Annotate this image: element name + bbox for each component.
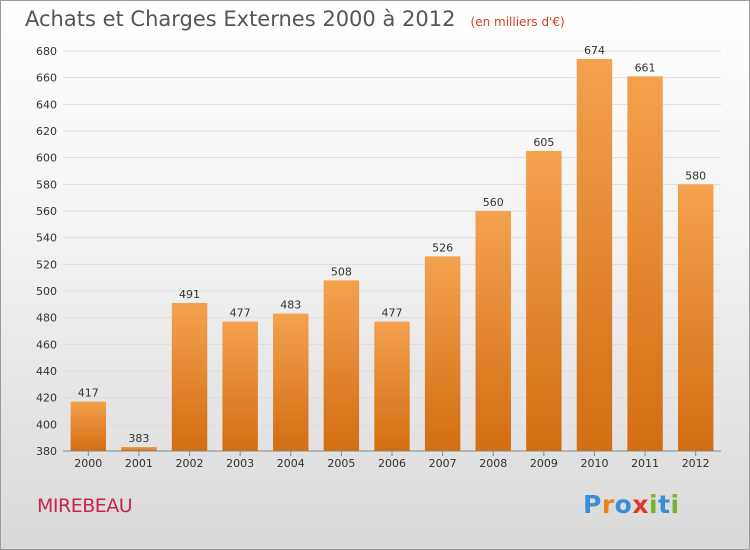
bar	[273, 313, 309, 451]
data-label: 526	[432, 241, 453, 254]
logo-letter: i	[649, 490, 659, 519]
logo-letter: o	[614, 490, 633, 519]
y-tick-label: 660	[36, 72, 57, 85]
x-tick-label: 2008	[479, 457, 507, 470]
bar	[424, 256, 461, 451]
x-tick-label: 2004	[277, 457, 305, 470]
chart-title: Achats et Charges Externes 2000 à 2012	[25, 7, 456, 31]
chart-unit: (en milliers d'€)	[470, 15, 565, 29]
y-axis-ticks: 380 400 420 440 460 480 500 520 540 560 580 600 620 6…	[36, 45, 57, 458]
y-tick-label: 480	[36, 312, 57, 325]
bar	[121, 447, 157, 451]
y-tick-label: 580	[36, 178, 57, 191]
bar	[475, 211, 511, 451]
logo-letter: r	[601, 490, 615, 519]
y-tick-label: 380	[36, 445, 57, 458]
y-tick-label: 560	[36, 205, 57, 218]
bars	[70, 59, 714, 452]
bar	[677, 184, 714, 452]
x-tick-label: 2001	[125, 457, 153, 470]
data-label: 605	[533, 136, 554, 149]
data-label: 491	[179, 288, 200, 301]
y-tick-label: 420	[36, 392, 57, 405]
y-tick-label: 500	[36, 285, 57, 298]
x-tick-label: 2009	[530, 457, 558, 470]
y-tick-label: 460	[36, 338, 57, 351]
data-label: 661	[635, 61, 656, 74]
bar	[374, 321, 410, 451]
data-label: 417	[78, 387, 99, 400]
data-label: 477	[382, 307, 403, 320]
x-axis-ticks: 2000 2001 2002 2003 2004 2005 2006 2007 2008 2009…	[74, 451, 710, 470]
bar	[222, 321, 258, 451]
x-tick-label: 2003	[226, 457, 254, 470]
data-label: 383	[128, 432, 149, 445]
x-tick-label: 2012	[682, 457, 710, 470]
data-label: 508	[331, 265, 352, 278]
logo-letter: i	[670, 490, 680, 519]
x-tick-label: 2005	[327, 457, 355, 470]
y-tick-label: 540	[36, 232, 57, 245]
y-tick-label: 400	[36, 418, 57, 431]
data-label: 477	[230, 307, 251, 320]
bar	[323, 280, 360, 451]
bar	[576, 59, 613, 451]
x-tick-label: 2002	[176, 457, 204, 470]
y-tick-label: 620	[36, 125, 57, 138]
logo-letter: x	[632, 490, 649, 519]
data-label: 483	[280, 299, 301, 312]
bar	[526, 151, 562, 451]
y-tick-label: 640	[36, 98, 57, 111]
bar	[627, 76, 663, 451]
y-tick-label: 520	[36, 258, 57, 271]
data-label: 580	[685, 169, 706, 182]
y-tick-label: 680	[36, 45, 57, 58]
x-tick-label: 2007	[429, 457, 457, 470]
x-tick-label: 2000	[74, 457, 102, 470]
data-label: 674	[584, 44, 605, 57]
data-labels: 417 383 491 477 483 508 477 526 560 605 674 661 580	[78, 44, 706, 445]
proxiti-logo: Proxiti	[583, 490, 680, 519]
y-tick-label: 440	[36, 365, 57, 378]
title-row: Achats et Charges Externes 2000 à 2012 (…	[25, 7, 565, 31]
bar	[70, 401, 107, 451]
bar	[171, 303, 208, 451]
y-tick-label: 600	[36, 152, 57, 165]
logo-letter: P	[583, 490, 602, 519]
x-tick-label: 2011	[631, 457, 659, 470]
commune-name: MIREBEAU	[37, 495, 133, 517]
x-tick-label: 2010	[580, 457, 608, 470]
data-label: 560	[483, 196, 504, 209]
logo-letter: t	[658, 490, 671, 519]
x-tick-label: 2006	[378, 457, 406, 470]
